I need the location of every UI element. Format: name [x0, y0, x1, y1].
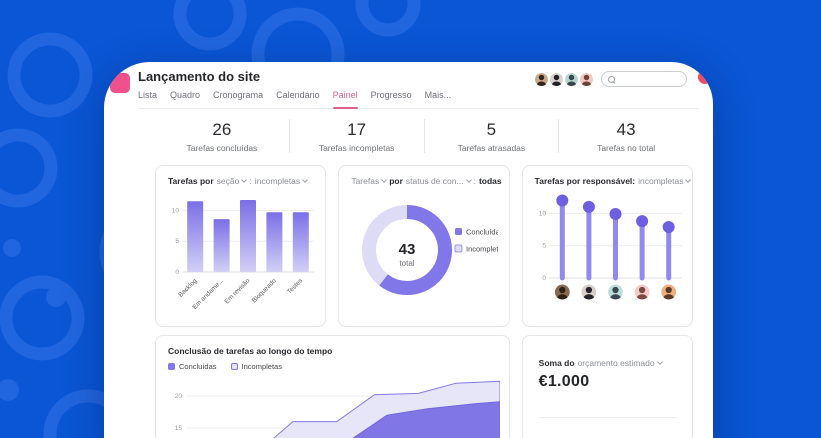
legend-swatch [168, 363, 175, 370]
chevron-down-icon [241, 177, 248, 183]
svg-text:Bloqueado: Bloqueado [251, 277, 278, 304]
card-header: Conclusão de tarefas ao longo do tempo [168, 346, 497, 356]
avatar[interactable] [565, 72, 578, 86]
search-icon [608, 75, 615, 83]
card-header: Tarefas por responsável: incompletas [534, 176, 692, 186]
stat-label: Tarefas atrasadas [457, 143, 526, 153]
legend-concluidas: Concluídas [168, 362, 217, 371]
card-header: Tarefas por status de con... : todas [351, 176, 501, 186]
lollipop-chart: 0 5 10 [538, 194, 682, 300]
svg-text:Incompletas: Incompletas [466, 245, 498, 254]
card-tasks-by-assignee: Tarefas por responsável: incompletas 0 5 1… [521, 165, 693, 327]
window-header: Lançamento do site Lista Quadro Cronogra… [104, 62, 713, 109]
avatar[interactable] [580, 72, 593, 86]
member-avatars[interactable] [535, 72, 593, 86]
page-title: Lançamento do site [138, 69, 261, 84]
svg-text:10: 10 [538, 210, 546, 217]
status-dropdown[interactable]: status de con... [406, 176, 472, 186]
separator: : [473, 176, 476, 186]
search-input[interactable] [619, 74, 679, 84]
stat-label: Tarefas no total [597, 143, 656, 153]
tab-painel[interactable]: Painel [332, 90, 358, 109]
header-right [535, 71, 687, 87]
tab-calendario[interactable]: Calendário [276, 90, 320, 100]
legend-swatch [230, 363, 238, 370]
tab-progresso[interactable]: Progresso [370, 90, 412, 100]
stat-concluidas: 26 Tarefas concluídas [155, 119, 289, 153]
stat-label: Tarefas incompletas [318, 143, 395, 153]
stat-incompletas: 17 Tarefas incompletas [288, 119, 424, 153]
avatar[interactable] [535, 72, 548, 86]
card-title: Tarefas por responsável: [534, 176, 636, 186]
legend-incompletas: Incompletas [230, 362, 282, 371]
stat-total: 43 Tarefas no total [558, 119, 693, 153]
svg-text:Concluídas: Concluídas [466, 228, 498, 237]
tab-cronograma[interactable]: Cronograma [213, 90, 264, 100]
chevron-down-icon [381, 177, 388, 183]
tab-bar: Lista Quadro Cronograma Calendário Paine… [138, 89, 699, 109]
tab-quadro[interactable]: Quadro [170, 90, 201, 100]
budget-value: €1.000 [538, 373, 590, 390]
separator: : [249, 176, 252, 186]
svg-text:5: 5 [175, 238, 179, 245]
svg-text:5: 5 [542, 243, 546, 250]
card-completion-over-time: Conclusão de tarefas ao longo do tempo C… [155, 335, 510, 438]
svg-text:total: total [400, 259, 415, 268]
card-title: Conclusão de tarefas ao longo do tempo [168, 346, 333, 356]
tab-mais[interactable]: Mais... [424, 90, 452, 100]
dashboard-grid: Tarefas por seção : incompletas 0 5 10 Back… [155, 165, 693, 438]
svg-text:Backlog: Backlog [177, 277, 199, 299]
svg-text:0: 0 [542, 275, 546, 282]
card-header: Soma do orçamento estimado [539, 358, 676, 368]
corner-avatar[interactable] [698, 70, 712, 84]
filter-dropdown[interactable]: incompletas [255, 176, 308, 186]
stat-atrasadas: 5 Tarefas atrasadas [423, 119, 559, 153]
card-title: por [389, 176, 403, 186]
stat-value: 43 [616, 120, 636, 139]
chart-legend: Concluídas Incompletas [168, 362, 497, 371]
chevron-down-icon [685, 177, 692, 183]
svg-text:20: 20 [175, 393, 183, 400]
stats-row: 26 Tarefas concluídas 17 Tarefas incompl… [155, 109, 693, 165]
budget-field-dropdown[interactable]: orçamento estimado [578, 358, 663, 368]
tab-lista[interactable]: Lista [138, 90, 158, 100]
svg-text:43: 43 [399, 241, 416, 258]
stat-label: Tarefas concluídas [186, 143, 258, 153]
filter-value: todas [478, 176, 502, 186]
svg-text:Em revisão: Em revisão [223, 277, 251, 305]
svg-text:Testes: Testes [286, 277, 305, 296]
stat-value: 26 [212, 120, 232, 139]
card-tasks-by-status: Tarefas por status de con... : todas 43 t… [338, 165, 510, 327]
assignee-filter-dropdown[interactable]: incompletas [638, 176, 692, 186]
chevron-down-icon [656, 359, 663, 365]
chevron-down-icon [302, 177, 308, 183]
stat-value: 5 [486, 120, 497, 139]
tasks-dropdown[interactable]: Tarefas [351, 176, 388, 186]
stat-value: 17 [347, 120, 367, 139]
svg-text:10: 10 [172, 207, 180, 214]
avatar[interactable] [550, 72, 563, 86]
card-budget-sum: Soma do orçamento estimado €1.000 [521, 335, 693, 438]
card-title: Tarefas por [168, 176, 214, 186]
card-tasks-by-section: Tarefas por seção : incompletas 0 5 10 Back… [155, 165, 327, 327]
project-color-icon [110, 73, 130, 93]
app-window: Lançamento do site Lista Quadro Cronogra… [104, 62, 713, 438]
card-title: Soma do [538, 358, 575, 368]
card-header: Tarefas por seção : incompletas [168, 176, 313, 186]
chevron-down-icon [465, 177, 472, 183]
search-box[interactable] [601, 71, 687, 87]
svg-text:15: 15 [175, 425, 183, 432]
svg-text:0: 0 [175, 269, 179, 276]
divider [538, 417, 676, 418]
section-dropdown[interactable]: seção [217, 176, 248, 186]
